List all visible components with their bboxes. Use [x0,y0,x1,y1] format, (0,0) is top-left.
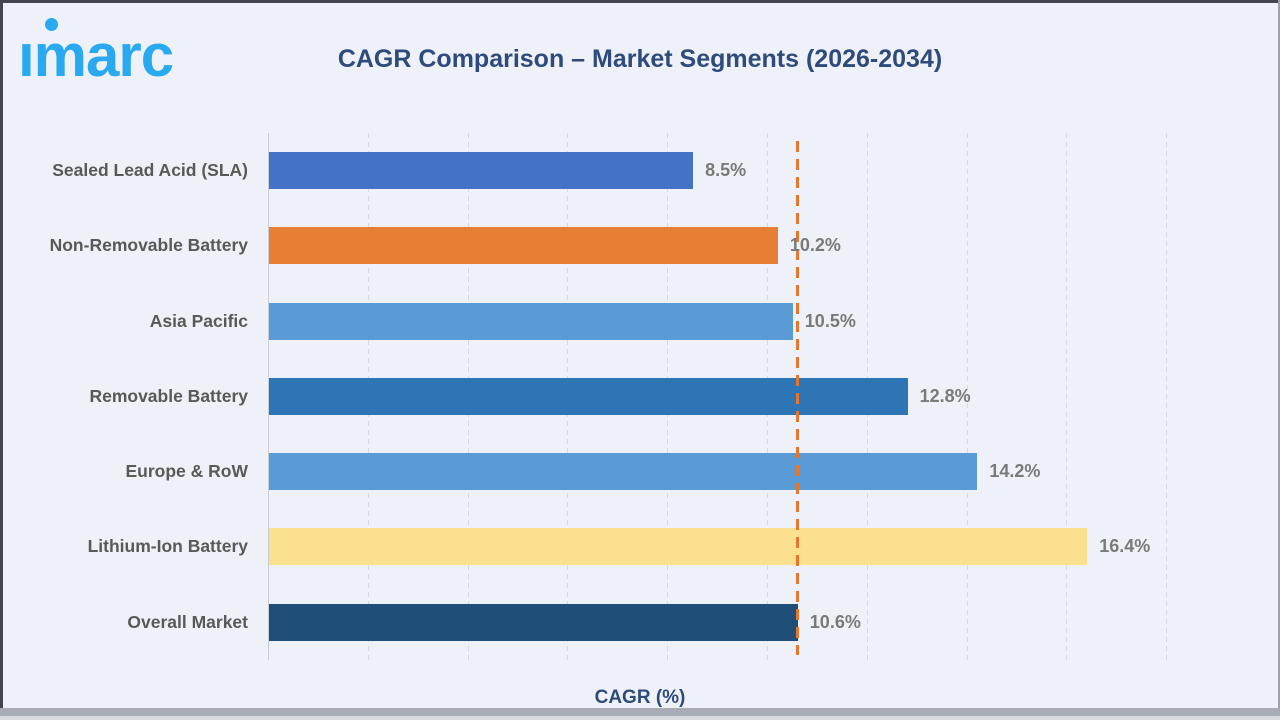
frame-edge-bottom-light [0,716,1280,720]
x-axis-title: CAGR (%) [594,687,686,708]
bar-row: Asia Pacific 10.5% [150,284,1172,359]
frame-edge-bottom [0,708,1280,716]
category-label: Sealed Lead Acid (SLA) [52,160,248,181]
value-label: 10.5% [804,310,856,331]
category-label: Overall Market [127,611,248,632]
bar-row: Europe & RoW 14.2% [126,434,1172,509]
bar-europe-row [269,453,978,491]
category-label: Europe & RoW [125,461,249,482]
imarc-logo: ımarc [18,6,238,98]
value-label: 10.2% [789,235,841,256]
frame-edge-left [0,0,3,720]
bar-row: Sealed Lead Acid (SLA) 8.5% [52,133,1172,208]
gridline [1066,133,1068,660]
category-label: Non-Removable Battery [49,235,248,256]
value-label: 14.2% [989,461,1041,482]
chart-title: CAGR Comparison – Market Segments (2026-… [337,45,943,73]
bar-row: Removable Battery 12.8% [89,359,1172,434]
logo-text: ımarc [18,22,174,89]
value-label: 16.4% [1099,536,1151,557]
value-label: 8.5% [705,160,747,181]
gridline [1166,133,1167,660]
category-label: Lithium-Ion Battery [87,536,248,557]
frame-edge-right [1278,0,1280,720]
bar-removable-battery [269,377,908,415]
bar-row: Lithium-Ion Battery 16.4% [88,509,1172,584]
value-label: 10.6% [809,611,861,632]
y-axis-line [268,133,269,660]
bar-row: Overall Market 10.6% [127,585,1172,660]
category-label: Asia Pacific [149,310,248,331]
bar-sealed-lead-acid-sla- [269,152,694,190]
bar-non-removable-battery [269,227,778,265]
bar-overall-market [269,603,798,641]
bar-lithium-ion-battery [269,528,1088,566]
frame-edge-top [0,0,1280,3]
gridline [966,133,968,660]
bar-row: Non-Removable Battery 10.2% [50,208,1172,283]
plot-area: Sealed Lead Acid (SLA) 8.5% Non-Removable … [50,133,1172,660]
reference-line-overall-cagr [795,141,799,655]
category-label: Removable Battery [89,385,248,406]
logo-dot-icon [45,18,58,31]
bar-asia-pacific [269,302,793,340]
value-label: 12.8% [919,385,971,406]
